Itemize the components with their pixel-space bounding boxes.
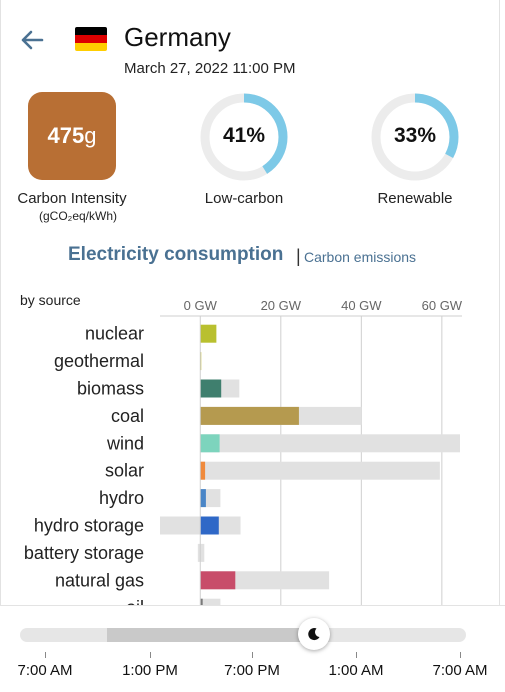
- source-label: geothermal: [54, 351, 144, 371]
- country-flag-icon: [75, 27, 107, 51]
- electricity-by-source-chart: 0 GW 20 GW 40 GW 60 GW nuclear geothermal biom…: [24, 298, 463, 606]
- carbon-intensity-value: 475: [47, 123, 85, 148]
- production-bar: [200, 434, 220, 453]
- production-bar: [200, 324, 217, 343]
- production-bar: [200, 406, 299, 425]
- moon-icon: [308, 628, 320, 641]
- capacity-bar: [200, 461, 440, 480]
- production-bar: [200, 461, 206, 480]
- timeline-time-label: 7:00 AM: [432, 662, 488, 679]
- frame-right-border: [499, 0, 500, 691]
- tab-carbon-emissions[interactable]: Carbon emissions: [304, 249, 417, 265]
- timeline-time-label: 7:00 PM: [224, 662, 280, 679]
- country-title: Germany: [124, 22, 231, 52]
- production-bar: [200, 571, 236, 590]
- timeline-tick: [460, 652, 461, 658]
- timeline-time-label: 1:00 AM: [328, 662, 384, 679]
- source-label: hydro: [99, 488, 144, 508]
- source-label: nuclear: [85, 324, 144, 344]
- renewable-value: 33%: [393, 124, 437, 147]
- frame-left-border: [0, 0, 1, 691]
- x-tick-label: 0 GW: [184, 298, 218, 313]
- production-bar: [200, 598, 203, 606]
- capacity-bar: [200, 543, 205, 562]
- source-label: battery storage: [24, 543, 144, 563]
- low-carbon-donut-fill: [200, 93, 288, 181]
- timeline-slider-knob[interactable]: [298, 618, 331, 650]
- timeline-night-band: [106, 628, 313, 642]
- timeline-tick: [150, 652, 151, 658]
- carbon-intensity-unit: g: [84, 123, 97, 148]
- source-label: biomass: [77, 379, 144, 399]
- low-carbon-value: 41%: [222, 124, 266, 147]
- carbon-intensity-tile: 475 g: [28, 92, 116, 180]
- low-carbon-donut: [200, 93, 288, 181]
- chart-subtitle: by source: [20, 292, 81, 308]
- flag-stripe-black: [75, 27, 107, 35]
- carbon-intensity-label: Carbon Intensity: [17, 190, 127, 207]
- timeline-time-label: 7:00 AM: [17, 662, 73, 679]
- back-arrow-icon[interactable]: [18, 26, 46, 54]
- renewable-donut-fill: [371, 93, 459, 181]
- x-tick-label: 20 GW: [261, 298, 302, 313]
- source-label: coal: [111, 406, 144, 426]
- timeline-tick: [252, 652, 253, 658]
- source-label: wind: [106, 433, 144, 453]
- tab-separator: |: [296, 246, 301, 266]
- x-tick-label: 40 GW: [341, 298, 382, 313]
- tab-electricity-consumption[interactable]: Electricity consumption: [68, 244, 284, 265]
- capacity-bar: [200, 434, 460, 453]
- x-tick-label: 60 GW: [422, 298, 463, 313]
- source-label: hydro storage: [34, 516, 144, 536]
- source-label: solar: [105, 461, 144, 481]
- capacity-bar-negative: [197, 543, 201, 562]
- capacity-bar: [200, 598, 221, 606]
- production-bar: [200, 516, 219, 535]
- timeline-tick: [356, 652, 357, 658]
- timeline-time-label: 1:00 PM: [122, 662, 178, 679]
- source-label: natural gas: [55, 570, 144, 590]
- production-bar: [200, 379, 222, 398]
- carbon-intensity-unit-label: (gCO₂eq/kWh): [38, 209, 117, 223]
- timeline-panel: [0, 605, 505, 692]
- capacity-bar-negative: [160, 516, 201, 535]
- flag-stripe-gold: [75, 43, 107, 51]
- flag-stripe-red: [75, 35, 107, 43]
- renewable-donut: [371, 93, 459, 181]
- timeline-tick: [45, 652, 46, 658]
- low-carbon-label: Low-carbon: [204, 190, 284, 207]
- renewable-label: Renewable: [377, 190, 453, 207]
- datetime-label: March 27, 2022 11:00 PM: [124, 60, 296, 77]
- source-label: oil: [126, 598, 144, 606]
- production-bar: [200, 489, 206, 508]
